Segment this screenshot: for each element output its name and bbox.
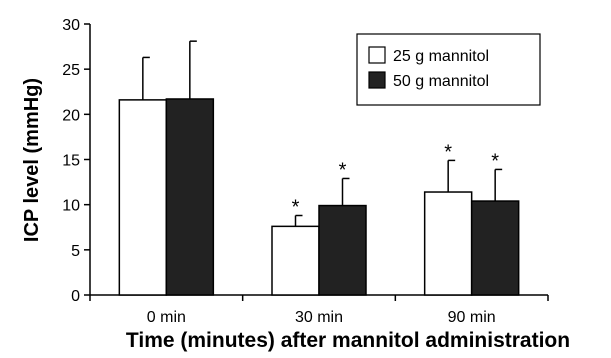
y-tick-label: 25	[62, 62, 80, 79]
y-tick-label: 0	[71, 288, 80, 305]
x-tick-label: 0 min	[147, 309, 186, 326]
significance-marker: *	[491, 150, 499, 172]
x-tick-label: 30 min	[295, 309, 343, 326]
legend-swatch	[368, 46, 386, 64]
legend-swatch	[368, 71, 386, 89]
y-tick-label: 10	[62, 198, 80, 215]
significance-marker: *	[292, 197, 300, 219]
bar-50g-1	[318, 204, 367, 296]
bar-25g-1	[271, 225, 320, 296]
bar-25g-2	[423, 191, 473, 296]
significance-marker: *	[339, 159, 347, 181]
legend-label: 25 g mannitol	[393, 48, 489, 65]
bars: * * * *	[118, 40, 520, 296]
legend-box	[356, 33, 541, 106]
y-tick-label: 15	[62, 153, 80, 170]
x-axis-title: Time (minutes) after mannitol administra…	[126, 329, 570, 352]
y-axis-title: ICP level (mmHg)	[21, 78, 43, 242]
legend: 25 g mannitol 50 g mannitol	[356, 33, 541, 106]
y-axis: 0 5 10 15 20 25 30	[62, 17, 91, 305]
y-tick-label: 30	[62, 17, 80, 34]
y-tick-label: 5	[71, 243, 80, 260]
bar-50g-2	[470, 200, 520, 296]
x-tick-label: 90 min	[448, 309, 496, 326]
legend-label: 50 g mannitol	[393, 73, 489, 90]
bar-25g-0	[118, 99, 168, 296]
significance-marker: *	[444, 141, 452, 163]
bar-50g-0	[165, 98, 215, 296]
x-axis: 0 min 30 min 90 min	[89, 294, 549, 326]
y-tick-label: 20	[62, 107, 80, 124]
